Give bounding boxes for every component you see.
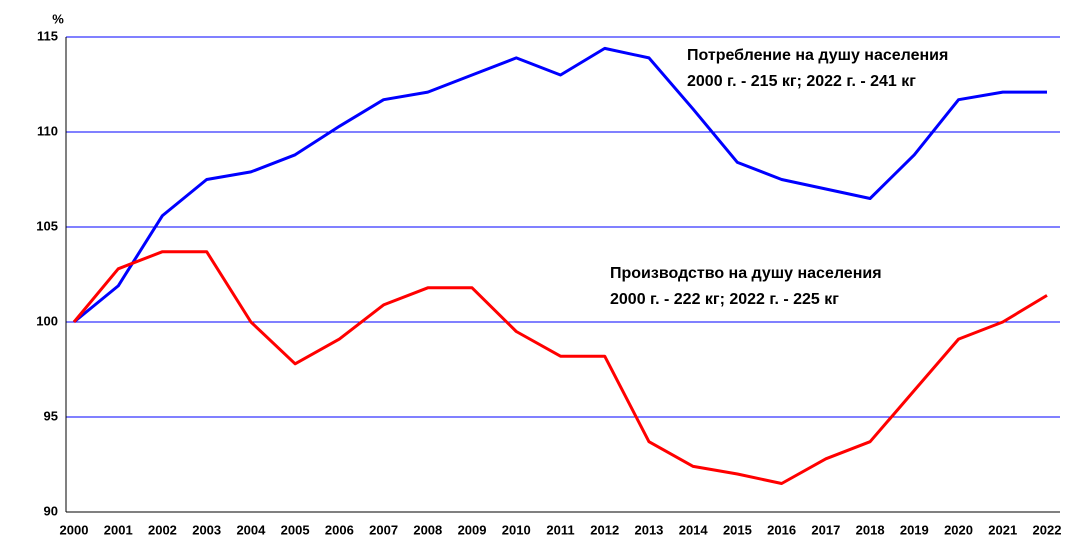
x-tick-label: 2022 <box>1033 522 1062 537</box>
x-tick-label: 2021 <box>988 522 1017 537</box>
x-tick-label: 2014 <box>679 522 709 537</box>
annotation: 2000 г. - 222 кг; 2022 г. - 225 кг <box>610 291 839 308</box>
x-tick-label: 2013 <box>634 522 663 537</box>
x-tick-label: 2016 <box>767 522 796 537</box>
x-tick-label: 2018 <box>856 522 885 537</box>
series-line <box>73 46 1047 324</box>
x-tick-label: 2019 <box>900 522 929 537</box>
x-tick-label: 2002 <box>148 522 177 537</box>
x-tick-label: 2011 <box>546 522 574 537</box>
y-tick-label: 95 <box>44 408 58 423</box>
x-tick-label: 2020 <box>944 522 973 537</box>
x-tick-label: 2000 <box>60 522 89 537</box>
x-tick-label: 2015 <box>723 522 752 537</box>
y-tick-label: 105 <box>36 218 58 233</box>
x-tick-label: 2017 <box>811 522 840 537</box>
y-tick-label: 115 <box>37 28 58 43</box>
y-tick-label: 100 <box>36 313 58 328</box>
x-tick-label: 2010 <box>502 522 531 537</box>
x-tick-label: 2004 <box>236 522 266 537</box>
y-tick-label: 90 <box>44 503 58 518</box>
annotation: 2000 г. - 215 кг; 2022 г. - 241 кг <box>687 73 916 90</box>
series-label: Производство на душу населения <box>610 265 882 282</box>
x-tick-label: 2001 <box>104 522 133 537</box>
series-label: Потребление на душу населения <box>687 47 948 64</box>
series-line <box>72 250 1048 485</box>
x-tick-label: 2007 <box>369 522 398 537</box>
x-tick-label: 2005 <box>281 522 310 537</box>
x-tick-label: 2012 <box>590 522 619 537</box>
y-axis-label: % <box>52 11 64 26</box>
x-tick-label: 2008 <box>413 522 442 537</box>
x-tick-label: 2003 <box>192 522 221 537</box>
x-tick-label: 2009 <box>458 522 487 537</box>
y-tick-label: 110 <box>37 123 58 138</box>
x-tick-label: 2006 <box>325 522 354 537</box>
